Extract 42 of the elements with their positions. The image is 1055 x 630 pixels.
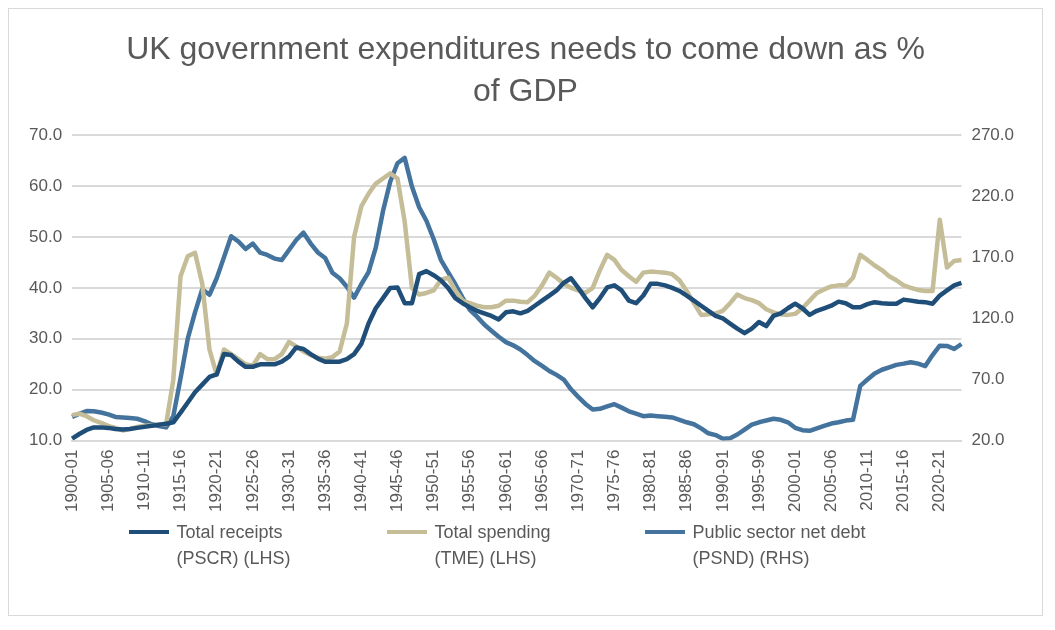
y-tick-label: 70.0 bbox=[28, 124, 63, 144]
x-tick-label: 1935-36 bbox=[314, 449, 334, 512]
x-tick-label: 1950-51 bbox=[423, 449, 443, 512]
x-tick-label: 1930-31 bbox=[278, 449, 298, 512]
y2-tick-label: 170.0 bbox=[971, 247, 1015, 267]
y-tick-label: 10.0 bbox=[28, 430, 63, 450]
x-tick-label: 1900-01 bbox=[61, 449, 81, 512]
x-tick-label: 2020-21 bbox=[929, 449, 949, 512]
y-tick-label: 60.0 bbox=[28, 175, 63, 195]
y2-tick-label: 220.0 bbox=[971, 185, 1015, 205]
x-tick-label: 1995-96 bbox=[748, 449, 768, 512]
x-tick-label: 2010-11 bbox=[857, 449, 877, 511]
x-tick-label: 2015-16 bbox=[893, 449, 913, 512]
x-tick-label: 1905-06 bbox=[97, 449, 117, 512]
x-tick-label: 1945-46 bbox=[387, 449, 407, 512]
x-tick-label: 1910-11 bbox=[134, 449, 154, 511]
y2-tick-label: 270.0 bbox=[971, 124, 1015, 144]
y-tick-label: 20.0 bbox=[28, 379, 63, 399]
x-tick-label: 1985-86 bbox=[676, 449, 696, 512]
x-tick-label: 1975-76 bbox=[604, 449, 624, 512]
chart-title: UK government expenditures needs to come down as % of GDP bbox=[125, 29, 926, 110]
y2-tick-label: 70.0 bbox=[971, 369, 1005, 389]
x-tick-label: 1980-81 bbox=[640, 449, 660, 512]
y-tick-label: 50.0 bbox=[28, 226, 63, 246]
legend-label: Total spending (TME) (LHS) bbox=[434, 521, 552, 570]
legend-label: Total receipts (PSCR) (LHS) bbox=[176, 521, 292, 570]
x-tick-label: 1960-61 bbox=[495, 449, 515, 512]
x-tick-label: 1940-41 bbox=[351, 449, 370, 512]
x-tick-label: 1990-91 bbox=[712, 449, 732, 512]
y2-tick-label: 20.0 bbox=[971, 430, 1005, 450]
y2-tick-label: 120.0 bbox=[971, 308, 1015, 328]
x-tick-label: 1915-16 bbox=[170, 449, 190, 512]
x-tick-label: 1970-71 bbox=[567, 449, 587, 512]
x-tick-label: 1965-66 bbox=[531, 449, 551, 512]
y-tick-label: 40.0 bbox=[28, 277, 63, 297]
y-tick-label: 30.0 bbox=[28, 328, 63, 348]
legend-label: Public sector net debt (PSND) (RHS) bbox=[692, 521, 867, 570]
x-tick-label: 1925-26 bbox=[242, 449, 262, 512]
x-tick-label: 2005-06 bbox=[820, 449, 840, 512]
x-tick-label: 1920-21 bbox=[206, 449, 226, 512]
x-tick-label: 2000-01 bbox=[784, 449, 804, 512]
x-tick-label: 1955-56 bbox=[459, 449, 479, 512]
